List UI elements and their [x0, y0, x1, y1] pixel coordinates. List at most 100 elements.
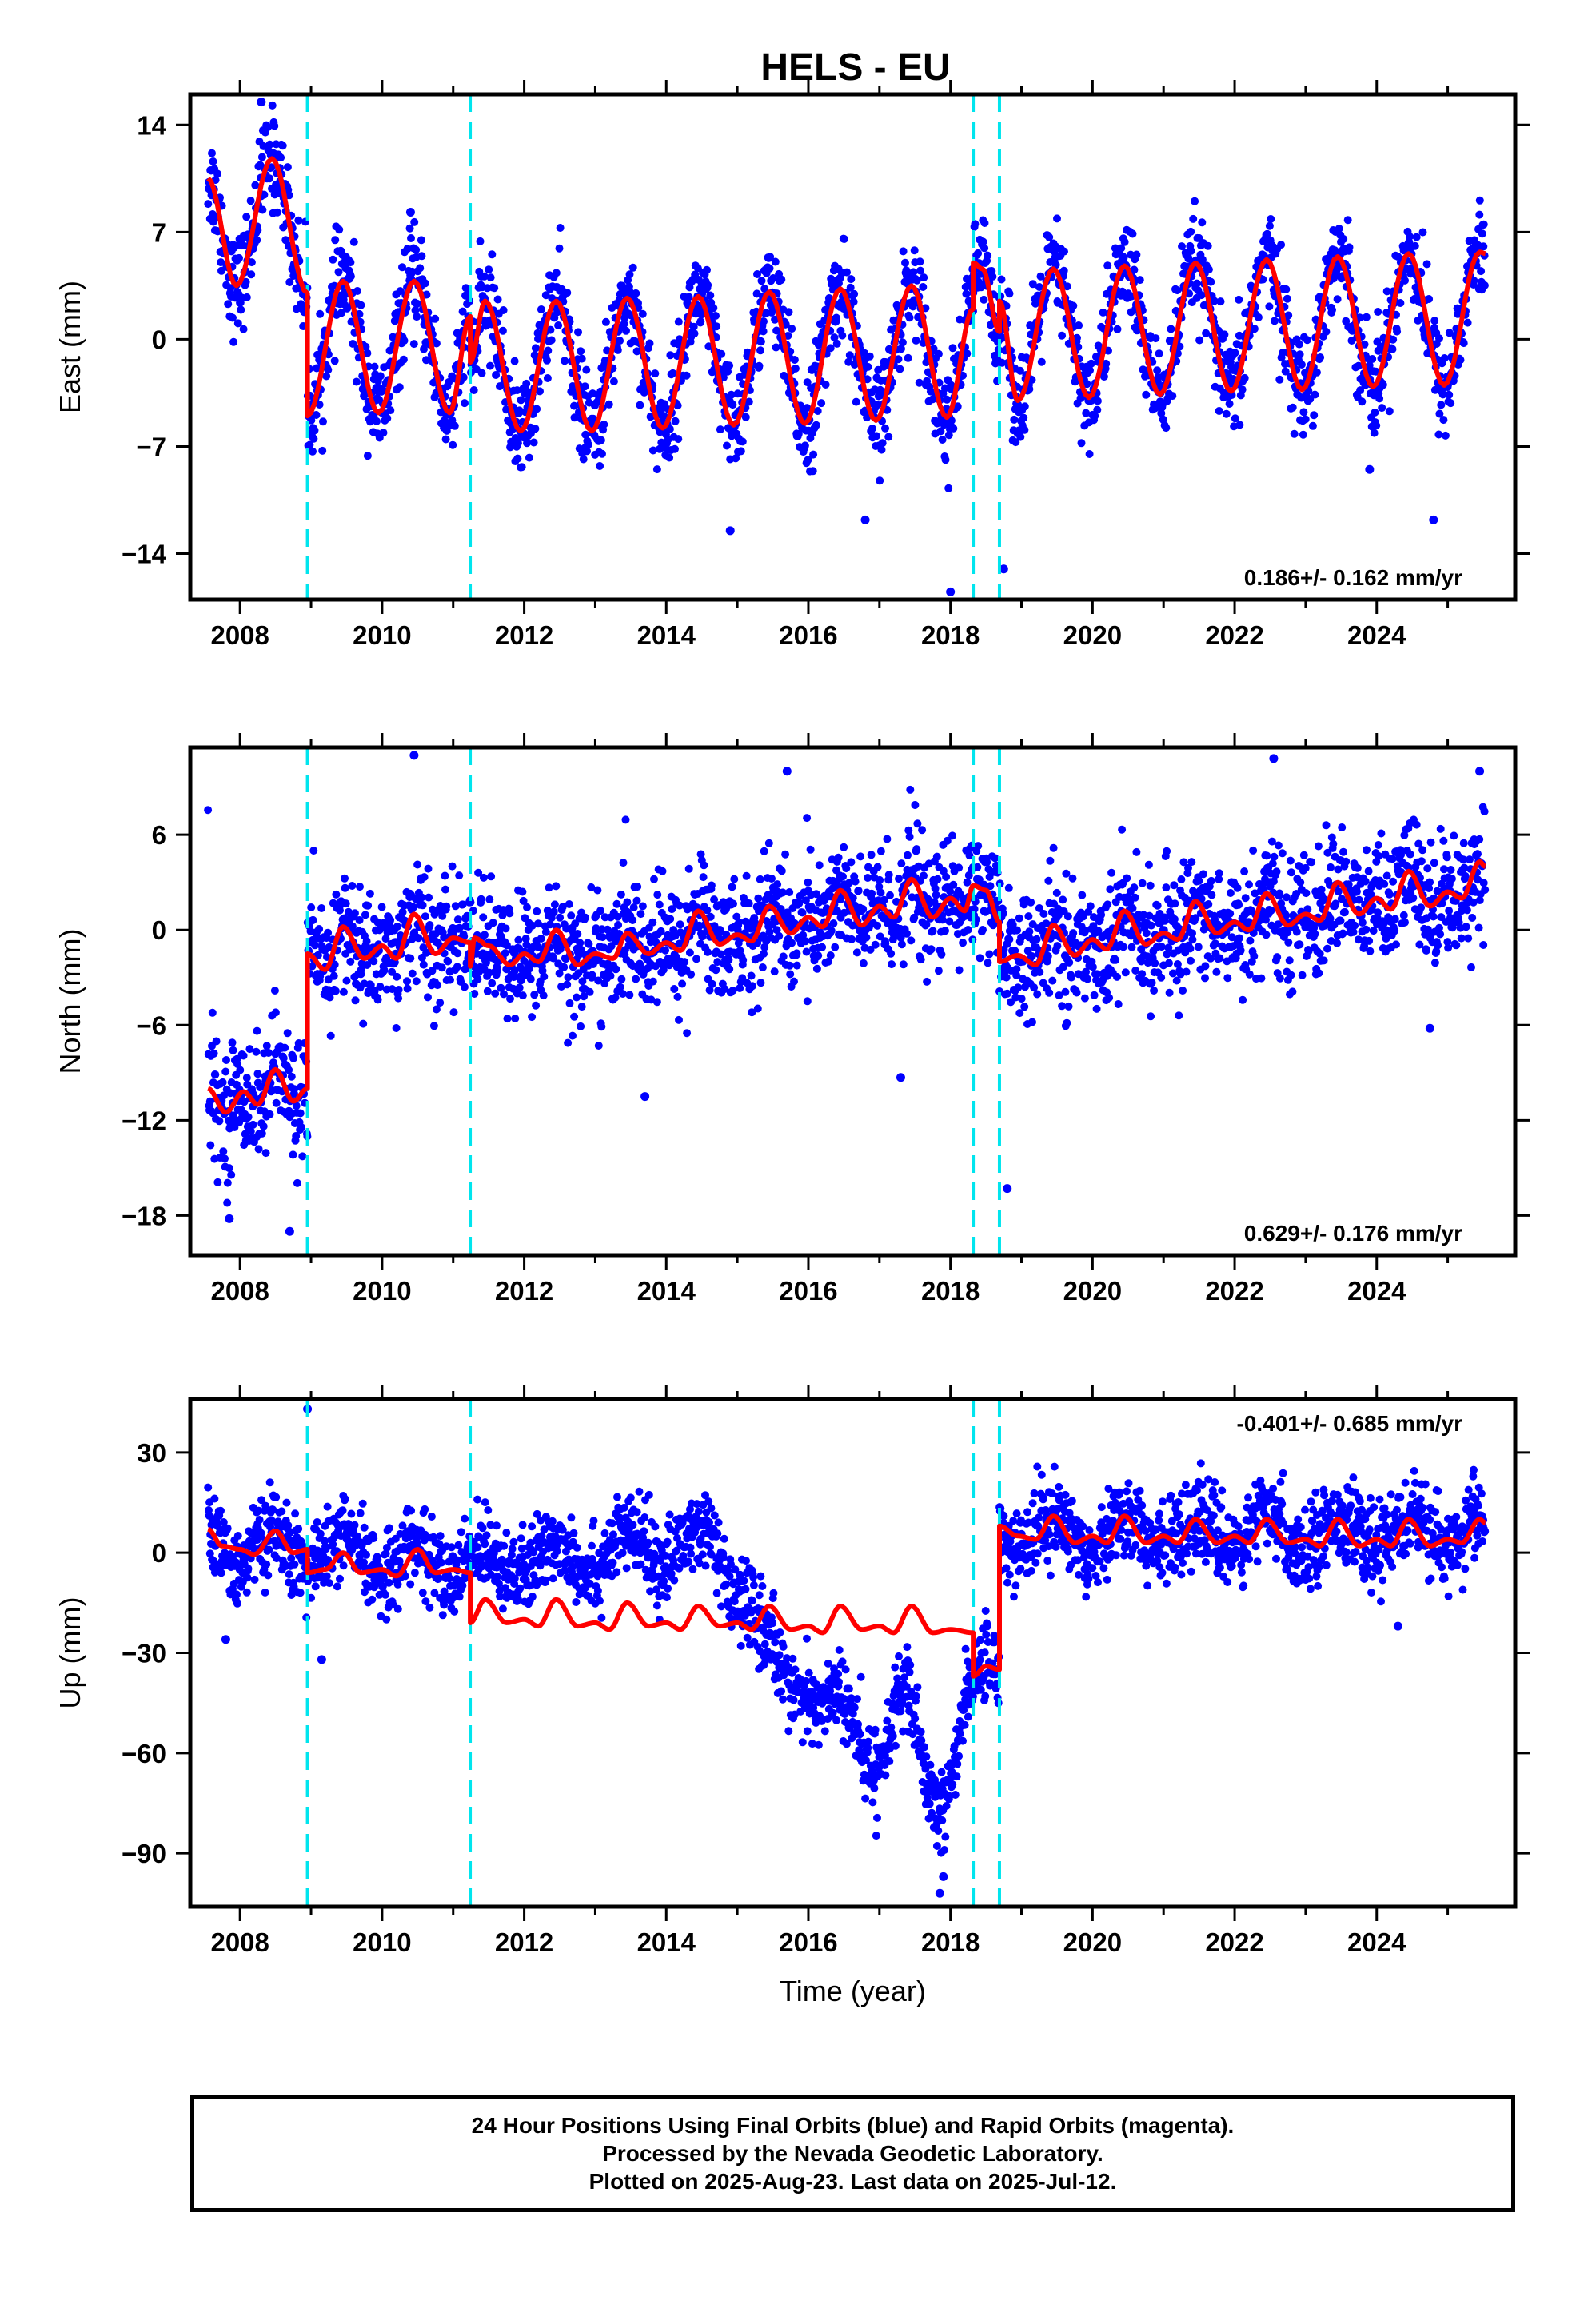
- data-point: [756, 362, 764, 370]
- data-point: [297, 1123, 305, 1131]
- data-point: [895, 355, 903, 363]
- data-point: [614, 346, 622, 354]
- data-point: [827, 951, 835, 959]
- data-point: [911, 801, 919, 809]
- data-point: [1215, 869, 1223, 877]
- data-point: [1460, 339, 1468, 347]
- data-point: [809, 467, 817, 475]
- data-point: [243, 293, 251, 301]
- data-point: [444, 958, 452, 966]
- data-point: [346, 258, 354, 266]
- data-point: [1050, 844, 1058, 852]
- data-point: [332, 987, 340, 995]
- data-point: [675, 318, 683, 326]
- data-point: [1024, 912, 1032, 920]
- data-point: [544, 374, 552, 382]
- data-point: [348, 882, 356, 890]
- data-point: [1249, 847, 1257, 855]
- data-point: [519, 991, 527, 999]
- east-plot-area: [204, 94, 1489, 600]
- data-point: [680, 958, 688, 966]
- data-point: [342, 899, 350, 907]
- data-point: [554, 321, 562, 329]
- data-point: [1060, 267, 1068, 275]
- data-point: [1063, 1019, 1071, 1027]
- data-point: [1006, 289, 1014, 297]
- data-point: [208, 149, 216, 157]
- data-point: [903, 930, 911, 938]
- data-point: [1065, 1003, 1073, 1011]
- data-point: [1106, 885, 1114, 893]
- data-point: [380, 429, 388, 436]
- data-point: [350, 238, 358, 246]
- data-point: [822, 381, 830, 389]
- data-point: [817, 399, 825, 407]
- data-point: [1018, 995, 1026, 1003]
- data-point: [1187, 228, 1195, 236]
- data-point: [219, 1078, 227, 1086]
- data-point: [1393, 328, 1401, 336]
- data-point: [484, 987, 492, 995]
- data-point: [324, 366, 332, 374]
- data-point: [916, 257, 924, 265]
- data-point: [1411, 242, 1419, 250]
- data-point: [1005, 884, 1013, 892]
- data-point: [743, 872, 751, 880]
- data-point: [236, 1066, 244, 1074]
- data-point: [1015, 915, 1023, 923]
- data-point: [1339, 235, 1347, 243]
- data-point: [409, 970, 417, 978]
- data-point: [1282, 285, 1290, 293]
- data-point: [818, 943, 826, 951]
- data-point: [548, 337, 556, 345]
- data-point: [803, 814, 811, 822]
- outlier-point: [726, 526, 735, 535]
- data-point: [646, 340, 654, 348]
- data-point: [605, 401, 613, 409]
- data-point: [581, 914, 589, 922]
- data-point: [610, 377, 618, 385]
- data-point: [835, 854, 843, 862]
- data-point: [785, 308, 793, 316]
- data-point: [425, 894, 433, 902]
- data-point: [607, 972, 615, 980]
- data-point: [730, 875, 738, 883]
- data-point: [1344, 216, 1352, 224]
- data-point: [1299, 971, 1307, 979]
- data-point: [527, 975, 535, 983]
- data-point: [229, 1038, 237, 1046]
- data-point: [451, 422, 459, 430]
- data-point: [962, 290, 970, 298]
- data-point: [1315, 843, 1323, 851]
- data-point: [1188, 935, 1196, 943]
- data-point: [792, 949, 800, 957]
- data-point: [486, 362, 494, 370]
- data-point: [311, 426, 319, 434]
- data-point: [1434, 431, 1442, 439]
- data-point: [1446, 399, 1454, 407]
- data-point: [545, 883, 553, 891]
- data-point: [622, 815, 630, 823]
- data-point: [1375, 394, 1383, 402]
- data-point: [1131, 894, 1139, 902]
- data-point: [1069, 875, 1077, 883]
- data-point: [1193, 280, 1201, 288]
- data-point: [494, 296, 502, 304]
- data-point: [1235, 935, 1243, 943]
- data-point: [576, 939, 584, 947]
- data-point: [225, 1164, 233, 1172]
- data-point: [596, 907, 604, 915]
- data-point: [315, 925, 323, 933]
- data-point: [717, 350, 725, 358]
- data-point: [1283, 295, 1291, 303]
- data-point: [1480, 221, 1488, 229]
- data-point: [833, 340, 841, 348]
- data-point: [1143, 929, 1151, 937]
- data-point: [804, 879, 812, 887]
- data-point: [716, 425, 724, 433]
- data-point: [504, 1015, 512, 1022]
- data-point: [846, 351, 854, 359]
- data-point: [580, 456, 588, 464]
- data-point: [340, 988, 348, 996]
- data-point: [421, 873, 429, 881]
